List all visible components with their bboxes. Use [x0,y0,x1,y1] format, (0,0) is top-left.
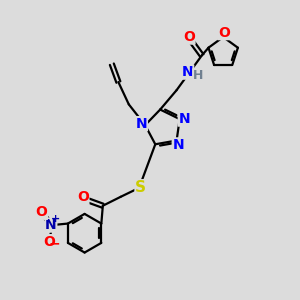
Text: N: N [172,138,184,152]
Text: H: H [193,69,203,82]
Text: N: N [178,112,190,126]
Text: N: N [182,65,194,79]
Text: −: − [49,236,61,250]
Text: S: S [135,180,146,195]
Text: O: O [77,190,89,204]
Text: O: O [44,235,56,249]
Text: O: O [35,205,47,219]
Text: N: N [136,117,147,131]
Text: N: N [45,218,57,232]
Text: O: O [218,26,230,40]
Text: +: + [51,214,61,224]
Text: O: O [183,30,195,44]
